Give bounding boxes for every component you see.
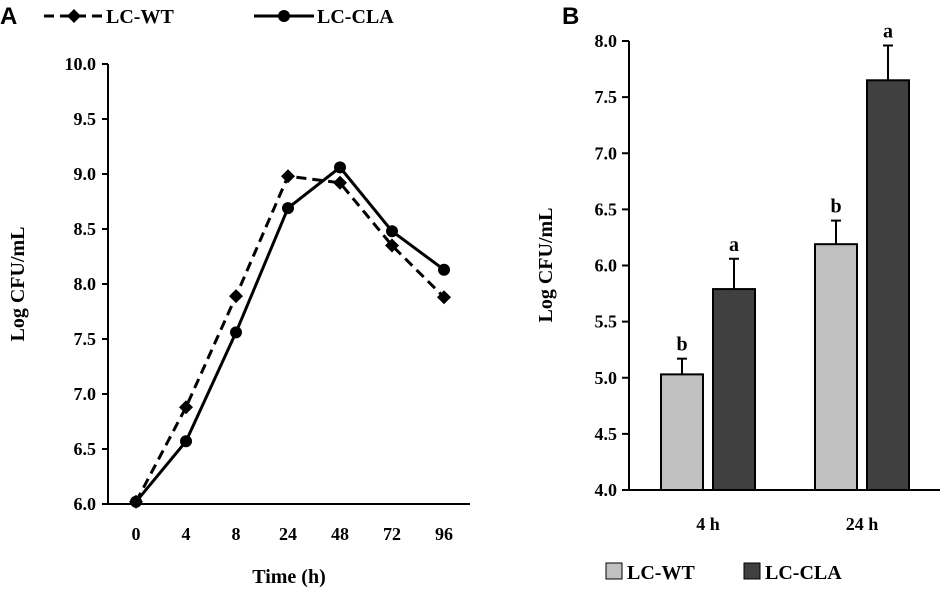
b-significance-label: b: [830, 196, 841, 218]
a-x-tick-label: 8: [232, 524, 241, 544]
a-point-lc-cla: [180, 435, 192, 448]
b-y-tick-label: 6.0: [595, 256, 618, 276]
a-point-lc-wt: [385, 238, 399, 253]
b-legend-label-wt: LC-WT: [627, 562, 695, 584]
a-y-tick-label: 8.0: [74, 274, 97, 294]
a-point-lc-cla: [438, 263, 450, 276]
b-bar-lc-cla: [866, 79, 910, 491]
a-legend-label-wt: LC-WT: [106, 6, 174, 28]
a-legend-label-cla: LC-CLA: [317, 6, 394, 28]
b-y-tick-label: 4.0: [595, 480, 618, 500]
b-legend-label-cla: LC-CLA: [765, 562, 842, 584]
a-x-tick-label: 48: [331, 524, 349, 544]
b-bar-lc-wt: [814, 243, 858, 491]
a-x-tick-label: 96: [435, 524, 453, 544]
b-significance-label: a: [883, 20, 893, 42]
a-y-tick-label: 6.0: [74, 494, 97, 514]
a-y-tick-label: 7.5: [74, 329, 97, 349]
panel-label-b: B: [562, 3, 579, 30]
b-y-axis-title: Log CFU/mL: [535, 208, 557, 323]
b-y-tick-label: 7.0: [595, 143, 618, 163]
a-y-tick-label: 6.5: [74, 439, 97, 459]
a-series-line-lc-cla: [134, 165, 445, 503]
b-y-tick-label: 5.0: [595, 368, 618, 388]
b-significance-label: b: [676, 334, 687, 356]
a-legend-marker-cla: [278, 10, 290, 22]
a-y-tick-label: 10.0: [65, 54, 97, 74]
b-legend-swatch-wt: [605, 562, 623, 580]
a-y-tick-label: 9.5: [74, 109, 97, 129]
b-legend-swatch-cla: [743, 562, 761, 580]
a-point-lc-cla: [386, 225, 398, 238]
a-point-lc-cla: [130, 495, 142, 508]
a-point-lc-wt: [179, 400, 193, 415]
a-y-axis-title: Log CFU/mL: [7, 227, 29, 342]
b-bar-lc-cla: [712, 288, 756, 492]
a-y-tick-label: 8.5: [74, 219, 97, 239]
panel-label-a: A: [0, 3, 17, 30]
a-y-tick-label: 9.0: [74, 164, 97, 184]
b-x-tick-label: 24 h: [846, 514, 879, 534]
a-point-lc-wt: [333, 175, 347, 190]
a-y-tick-label: 7.0: [74, 384, 97, 404]
a-point-lc-wt: [437, 290, 451, 305]
a-x-tick-label: 0: [132, 524, 141, 544]
a-x-tick-label: 24: [279, 524, 297, 544]
b-y-tick-label: 5.5: [595, 312, 618, 332]
b-bar-lc-wt: [660, 373, 704, 492]
b-y-tick-label: 6.5: [595, 199, 618, 219]
b-y-tick-label: 7.5: [595, 87, 618, 107]
b-y-tick-label: 4.5: [595, 424, 618, 444]
a-point-lc-cla: [334, 161, 346, 174]
a-legend-marker-wt: [67, 9, 81, 23]
b-significance-label: a: [729, 234, 739, 256]
a-point-lc-cla: [282, 202, 294, 215]
b-y-tick-label: 8.0: [595, 31, 618, 51]
a-point-lc-wt: [281, 169, 295, 184]
a-x-axis-title: Time (h): [252, 566, 326, 588]
a-point-lc-cla: [230, 326, 242, 339]
a-x-tick-label: 72: [383, 524, 401, 544]
a-point-lc-wt: [229, 289, 243, 304]
a-series-line-lc-wt: [134, 174, 446, 503]
b-x-tick-label: 4 h: [696, 514, 720, 534]
a-x-tick-label: 4: [182, 524, 191, 544]
